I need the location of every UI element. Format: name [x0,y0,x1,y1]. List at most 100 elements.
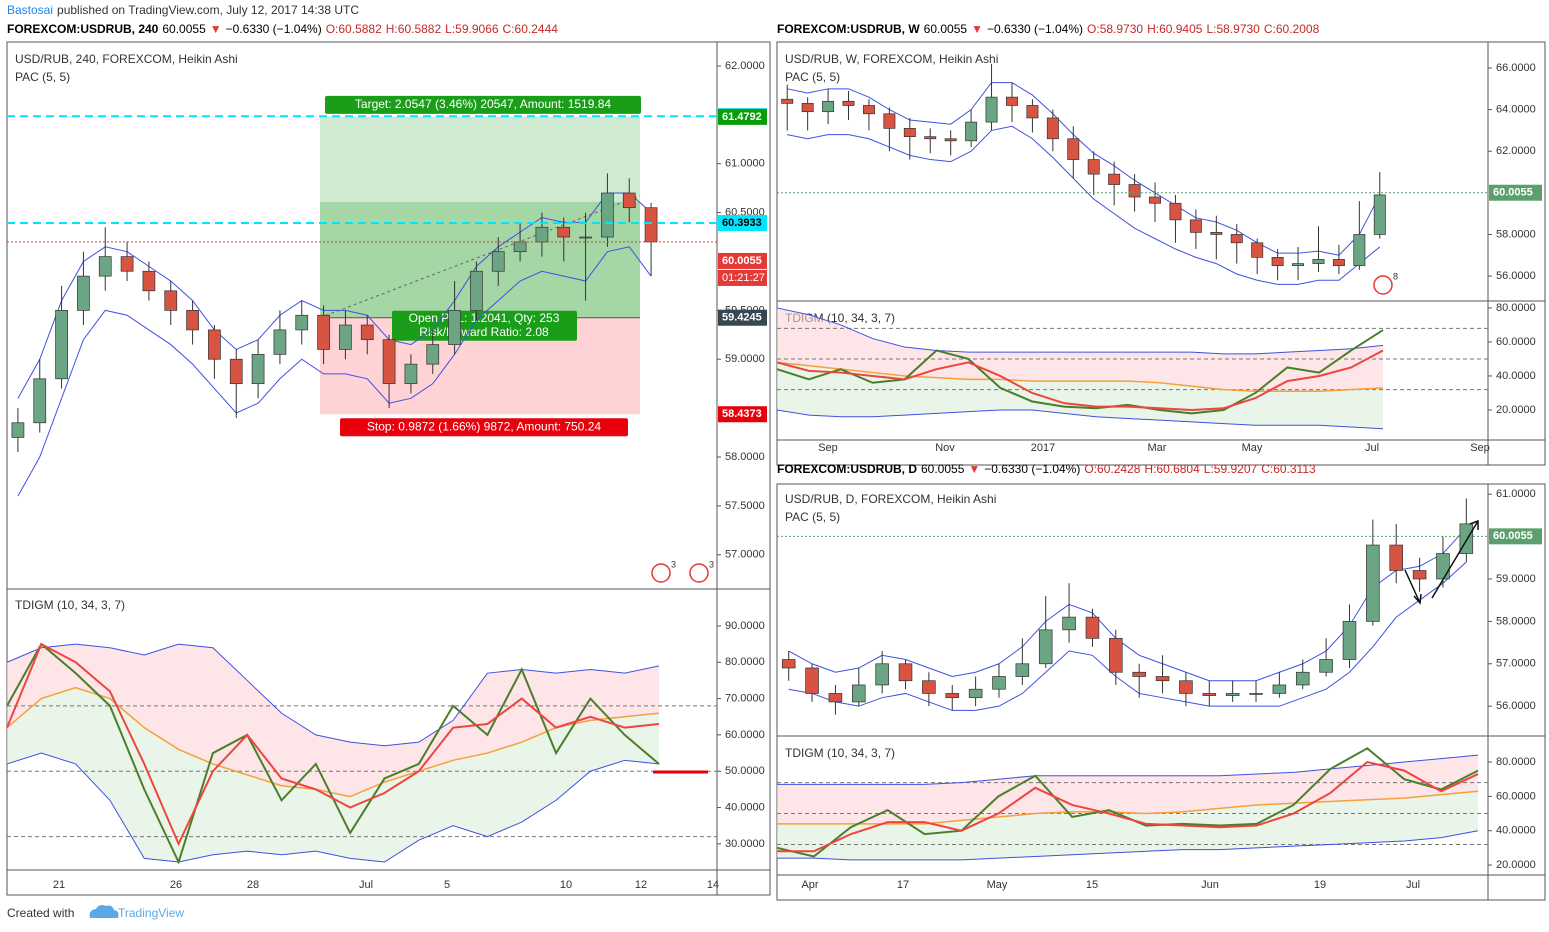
candle-body [1249,693,1263,695]
event-badge [651,563,671,583]
quote-part: −0.6330 (−1.04%) [984,462,1080,476]
candle-body [1179,680,1193,694]
y-tick-label: 80.0000 [1496,756,1536,768]
candle-body [1295,671,1310,686]
candle-body [1132,671,1146,677]
candle-body [1389,544,1403,571]
price-label: 60.0055 [1493,187,1533,199]
candle-body [1046,117,1059,140]
pac-upper [787,82,1381,256]
candle-body [513,241,527,253]
chart-title: USD/RUB, W, FOREXCOM, Heikin Ashi [785,52,998,66]
indicator-line [776,329,1384,415]
published: published on TradingView.com, July 12, 2… [57,3,359,17]
candle-body [1067,138,1080,160]
candle-body [622,192,636,209]
quote-part: C:60.2008 [1264,22,1320,36]
quote-part: H:60.5882 [386,22,442,36]
y-tick-label: 61.0000 [725,158,765,170]
price-label: 60.0055 [722,255,762,267]
candle-body [842,100,855,106]
indicator-line [777,760,1479,853]
candle-body [1202,693,1217,696]
panel-frame [776,483,1546,901]
candle-body [11,422,25,438]
y-tick-label: 57.5000 [725,500,765,512]
candle-body [822,100,835,113]
candle-body [924,136,937,140]
quote-part: C:60.2444 [503,22,559,36]
candle-body [828,693,843,703]
price-label: 59.4245 [722,312,762,324]
candle-body [1319,659,1333,673]
candle-body [875,663,889,686]
x-tick-label: Jul [1406,879,1420,891]
candle-body [273,329,287,355]
candle-body [1109,637,1123,673]
candle-body [883,113,896,129]
candle-body [426,344,440,365]
indicator-line [776,349,1384,411]
countdown: 01:21:27 [722,272,765,284]
indicator-title: TDIGM (10, 34, 3, 7) [15,598,125,612]
panel-frame [6,41,771,896]
candle-body [1412,570,1427,580]
pac-lower [17,246,652,497]
quote-part: −0.6330 (−1.04%) [226,22,322,36]
badge-count: 8 [1393,271,1398,281]
x-tick-label: 15 [1086,879,1098,891]
chart-title: USD/RUB, 240, FOREXCOM, Heikin Ashi [15,52,238,66]
quote-part: 60.0055 [162,22,206,36]
candle-body [1108,173,1121,185]
indicator-line [776,307,1384,355]
overlay-title: PAC (5, 5) [785,510,840,524]
upper-band-fill [777,307,1383,392]
quote-part: FOREXCOM:USDRUB, 240 [7,22,159,36]
candle-body [1312,259,1325,264]
x-tick-label: May [1242,442,1263,454]
candle-body [1085,616,1100,639]
candle-body [801,103,814,113]
candle-body [317,314,330,350]
y-tick-label: 60.0000 [1496,790,1536,802]
rr-text: Risk/Reward Ratio: 2.08 [419,325,549,339]
candle-body [965,121,978,142]
candle-body [1149,196,1161,204]
y-tick-label: 57.0000 [1496,658,1536,670]
candle-body [1292,263,1305,267]
y-tick-label: 90.0000 [725,620,765,632]
candle-body [1332,259,1345,267]
event-badge [689,563,709,583]
quote-part: ▼ [210,22,222,36]
y-tick-label: 62.0000 [725,60,765,72]
candle-body [142,270,156,292]
candle-body [360,324,374,341]
chart-title: USD/RUB, D, FOREXCOM, Heikin Ashi [785,492,996,506]
indicator-line [6,642,660,847]
author[interactable]: Bastosai [7,3,53,17]
x-tick-label: 2017 [1031,442,1055,454]
x-tick-label: Nov [935,442,955,454]
stop-text: Stop: 0.9872 (1.66%) 9872, Amount: 750.2… [367,419,601,433]
candle-body [862,105,875,115]
candle-body [903,127,916,138]
candle-body [535,226,549,243]
candle-body [448,310,461,345]
candle-body [898,663,913,682]
candle-body [164,290,178,311]
quote-part: O:58.9730 [1087,22,1143,36]
candle-body [922,680,936,694]
candle-body [1366,544,1380,622]
x-tick-label: 10 [560,879,572,891]
candle-body [945,693,960,699]
target-text: Target: 2.0547 (3.46%) 20547, Amount: 15… [355,97,612,111]
price-label-box [1489,184,1542,201]
footer-brand[interactable]: TradingView [118,906,184,920]
y-tick-label: 56.0000 [1496,700,1536,712]
candle-body [985,96,998,123]
y-tick-label: 58.0000 [1496,228,1536,240]
event-badge [1373,275,1393,295]
x-tick-label: Apr [801,879,818,891]
quote-part: L:58.9730 [1206,22,1260,36]
